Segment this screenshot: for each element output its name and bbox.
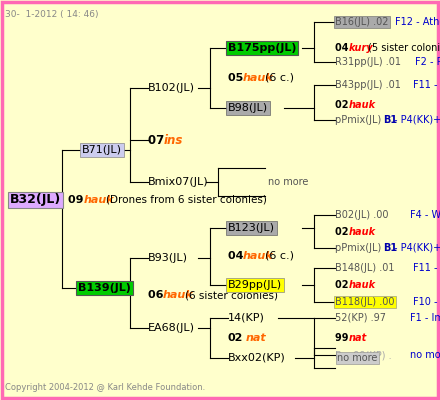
Text: nat: nat	[246, 333, 267, 343]
Text: ins: ins	[164, 134, 183, 146]
Text: F11 - AthosSt80R: F11 - AthosSt80R	[413, 80, 440, 90]
Text: B175pp(JL): B175pp(JL)	[228, 43, 297, 53]
Text: hauk: hauk	[349, 227, 376, 237]
Text: EA68(JL): EA68(JL)	[148, 323, 195, 333]
Text: B1: B1	[383, 243, 397, 253]
Text: 06: 06	[148, 290, 167, 300]
Text: no more: no more	[337, 353, 378, 363]
Text: hauk: hauk	[349, 100, 376, 110]
Text: F12 - AthosSt80R: F12 - AthosSt80R	[395, 17, 440, 27]
Text: R31pp(JL) .01: R31pp(JL) .01	[335, 57, 401, 67]
Text: no more: no more	[268, 177, 308, 187]
Text: 02: 02	[335, 227, 352, 237]
Text: B43pp(JL) .01: B43pp(JL) .01	[335, 80, 401, 90]
Text: B123(JL): B123(JL)	[228, 223, 275, 233]
Text: B139(JL): B139(JL)	[78, 283, 131, 293]
Text: Bxx99(KP) .: Bxx99(KP) .	[335, 350, 392, 360]
Text: kury: kury	[349, 43, 374, 53]
Text: B02(JL) .00: B02(JL) .00	[335, 210, 389, 220]
Text: B32(JL): B32(JL)	[10, 194, 61, 206]
Text: hauk: hauk	[243, 251, 274, 261]
Text: (6 sister colonies): (6 sister colonies)	[185, 290, 278, 300]
Text: - P4(KK)+P6(KK): - P4(KK)+P6(KK)	[394, 243, 440, 253]
Text: 02: 02	[228, 333, 243, 343]
Text: hauk: hauk	[243, 73, 274, 83]
Text: F10 - AthosSt80R: F10 - AthosSt80R	[413, 297, 440, 307]
Text: - P4(KK)+P6(KK): - P4(KK)+P6(KK)	[394, 115, 440, 125]
Text: B93(JL): B93(JL)	[148, 253, 188, 263]
Text: (6 c.): (6 c.)	[265, 73, 294, 83]
Text: 52(KP) .97: 52(KP) .97	[335, 313, 386, 323]
Text: B118(JL) .00: B118(JL) .00	[335, 297, 395, 307]
Text: (6 c.): (6 c.)	[265, 251, 294, 261]
Text: Bxx02(KP): Bxx02(KP)	[228, 353, 286, 363]
Text: F4 - Waltherson: F4 - Waltherson	[410, 210, 440, 220]
Text: (5 sister colonies): (5 sister colonies)	[368, 43, 440, 53]
Text: 04: 04	[228, 251, 247, 261]
Text: 07: 07	[148, 134, 169, 146]
Text: pPmix(JL): pPmix(JL)	[335, 243, 385, 253]
Text: B102(JL): B102(JL)	[148, 83, 195, 93]
Text: hauk: hauk	[163, 290, 194, 300]
Text: hauk: hauk	[84, 195, 115, 205]
Text: F11 - AthosSt80R: F11 - AthosSt80R	[413, 263, 440, 273]
Text: (Drones from 6 sister colonies): (Drones from 6 sister colonies)	[106, 195, 267, 205]
Text: Copyright 2004-2012 @ Karl Kehde Foundation.: Copyright 2004-2012 @ Karl Kehde Foundat…	[5, 383, 205, 392]
Text: 30-  1-2012 ( 14: 46): 30- 1-2012 ( 14: 46)	[5, 10, 99, 19]
Text: Bmix07(JL): Bmix07(JL)	[148, 177, 209, 187]
Text: B148(JL) .01: B148(JL) .01	[335, 263, 395, 273]
Text: 04: 04	[335, 43, 352, 53]
Text: F1 - Import: F1 - Import	[410, 313, 440, 323]
Text: 05: 05	[228, 73, 247, 83]
Text: B16(JL) .02: B16(JL) .02	[335, 17, 389, 27]
Text: F2 - PrimBlue00: F2 - PrimBlue00	[415, 57, 440, 67]
Text: B71(JL): B71(JL)	[82, 145, 122, 155]
Text: 02: 02	[335, 280, 352, 290]
Text: B98(JL): B98(JL)	[228, 103, 268, 113]
Text: 09: 09	[68, 195, 88, 205]
Text: 14(KP): 14(KP)	[228, 313, 265, 323]
Text: nat: nat	[349, 333, 367, 343]
Text: 99: 99	[335, 333, 352, 343]
Text: pPmix(JL): pPmix(JL)	[335, 115, 385, 125]
Text: hauk: hauk	[349, 280, 376, 290]
Text: B29pp(JL): B29pp(JL)	[228, 280, 282, 290]
Text: no more: no more	[410, 350, 440, 360]
Text: 02: 02	[335, 100, 352, 110]
Text: B1: B1	[383, 115, 397, 125]
